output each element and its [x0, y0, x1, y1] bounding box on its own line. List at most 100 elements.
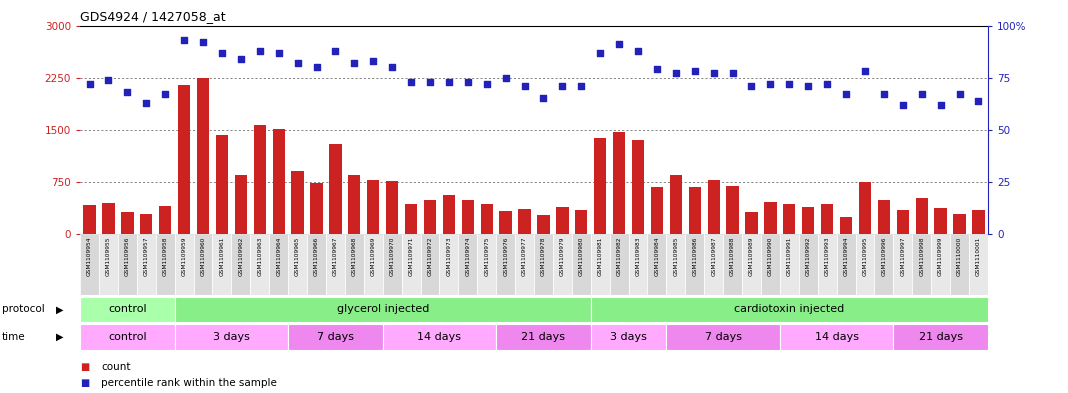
Bar: [591, 297, 988, 322]
Text: GSM1109993: GSM1109993: [824, 236, 830, 276]
Bar: [367, 180, 379, 234]
Bar: [292, 171, 303, 234]
Point: [913, 91, 930, 97]
Bar: [821, 204, 833, 234]
Bar: [402, 234, 421, 295]
Text: GSM1109980: GSM1109980: [579, 236, 584, 276]
Bar: [647, 234, 666, 295]
Bar: [951, 234, 969, 295]
Text: GSM1109987: GSM1109987: [711, 236, 717, 276]
Text: GSM1109958: GSM1109958: [162, 236, 168, 276]
Point: [440, 79, 457, 85]
Text: 14 days: 14 days: [418, 332, 461, 342]
Text: GSM1109969: GSM1109969: [371, 236, 376, 275]
Text: GSM1109990: GSM1109990: [768, 236, 773, 276]
Point: [138, 99, 155, 106]
Bar: [934, 208, 946, 234]
Text: GSM1109971: GSM1109971: [409, 236, 413, 275]
Bar: [421, 234, 439, 295]
Text: GSM1109972: GSM1109972: [427, 236, 433, 276]
Bar: [576, 210, 587, 234]
Text: GSM1109978: GSM1109978: [541, 236, 546, 276]
Text: GSM1109957: GSM1109957: [144, 236, 148, 276]
Text: GSM1109970: GSM1109970: [390, 236, 395, 276]
Bar: [326, 234, 345, 295]
Bar: [348, 175, 361, 234]
Point: [194, 39, 211, 45]
Bar: [745, 212, 757, 234]
Text: protocol: protocol: [2, 305, 45, 314]
Bar: [686, 234, 704, 295]
Point: [932, 101, 949, 108]
Bar: [912, 234, 931, 295]
Point: [478, 81, 496, 87]
Text: ■: ■: [80, 378, 90, 388]
Point: [724, 70, 741, 77]
Text: GSM1109985: GSM1109985: [673, 236, 678, 276]
Text: GSM1109979: GSM1109979: [560, 236, 565, 276]
Point: [346, 60, 363, 66]
Bar: [269, 234, 288, 295]
Text: GSM1110000: GSM1110000: [957, 236, 962, 275]
Bar: [83, 205, 96, 234]
Text: count: count: [101, 362, 131, 373]
Bar: [666, 234, 686, 295]
Text: GSM1109994: GSM1109994: [844, 236, 849, 276]
Bar: [704, 234, 723, 295]
Bar: [878, 200, 890, 234]
Text: GSM1109991: GSM1109991: [787, 236, 791, 275]
Bar: [178, 84, 190, 234]
Point: [327, 48, 344, 54]
Text: GSM1109998: GSM1109998: [920, 236, 924, 276]
Text: GSM1109989: GSM1109989: [749, 236, 754, 276]
Text: GSM1109996: GSM1109996: [881, 236, 886, 275]
Bar: [875, 234, 893, 295]
Text: ▶: ▶: [56, 305, 63, 314]
Point: [251, 48, 268, 54]
Point: [781, 81, 798, 87]
Bar: [308, 234, 326, 295]
Bar: [386, 181, 398, 234]
Bar: [250, 234, 269, 295]
Point: [837, 91, 854, 97]
Point: [743, 83, 760, 89]
Point: [687, 68, 704, 75]
Text: GSM1109974: GSM1109974: [466, 236, 470, 276]
Point: [592, 50, 609, 56]
Bar: [553, 234, 571, 295]
Bar: [799, 234, 818, 295]
Bar: [213, 234, 232, 295]
Text: ■: ■: [80, 362, 90, 373]
Bar: [765, 202, 776, 234]
Point: [668, 70, 685, 77]
Bar: [288, 324, 382, 350]
Bar: [726, 186, 739, 234]
Bar: [443, 195, 455, 234]
Bar: [818, 234, 836, 295]
Bar: [253, 125, 266, 234]
Text: GSM1109973: GSM1109973: [446, 236, 452, 276]
Bar: [780, 234, 799, 295]
Bar: [969, 234, 988, 295]
Bar: [632, 140, 644, 234]
Bar: [80, 324, 175, 350]
Bar: [707, 180, 720, 234]
Bar: [235, 175, 247, 234]
Bar: [723, 234, 742, 295]
Point: [289, 60, 307, 66]
Text: GSM1109977: GSM1109977: [522, 236, 527, 276]
Text: GSM1109982: GSM1109982: [616, 236, 622, 276]
Bar: [272, 129, 285, 234]
Bar: [670, 175, 682, 234]
Text: GSM1109962: GSM1109962: [238, 236, 244, 275]
Bar: [518, 209, 531, 234]
Text: glycerol injected: glycerol injected: [336, 305, 429, 314]
Bar: [629, 234, 647, 295]
Text: GSM1109959: GSM1109959: [182, 236, 187, 276]
Point: [516, 83, 533, 89]
Bar: [802, 208, 815, 234]
Bar: [137, 234, 156, 295]
Text: GSM1109968: GSM1109968: [351, 236, 357, 275]
Bar: [405, 204, 418, 234]
Bar: [159, 206, 171, 234]
